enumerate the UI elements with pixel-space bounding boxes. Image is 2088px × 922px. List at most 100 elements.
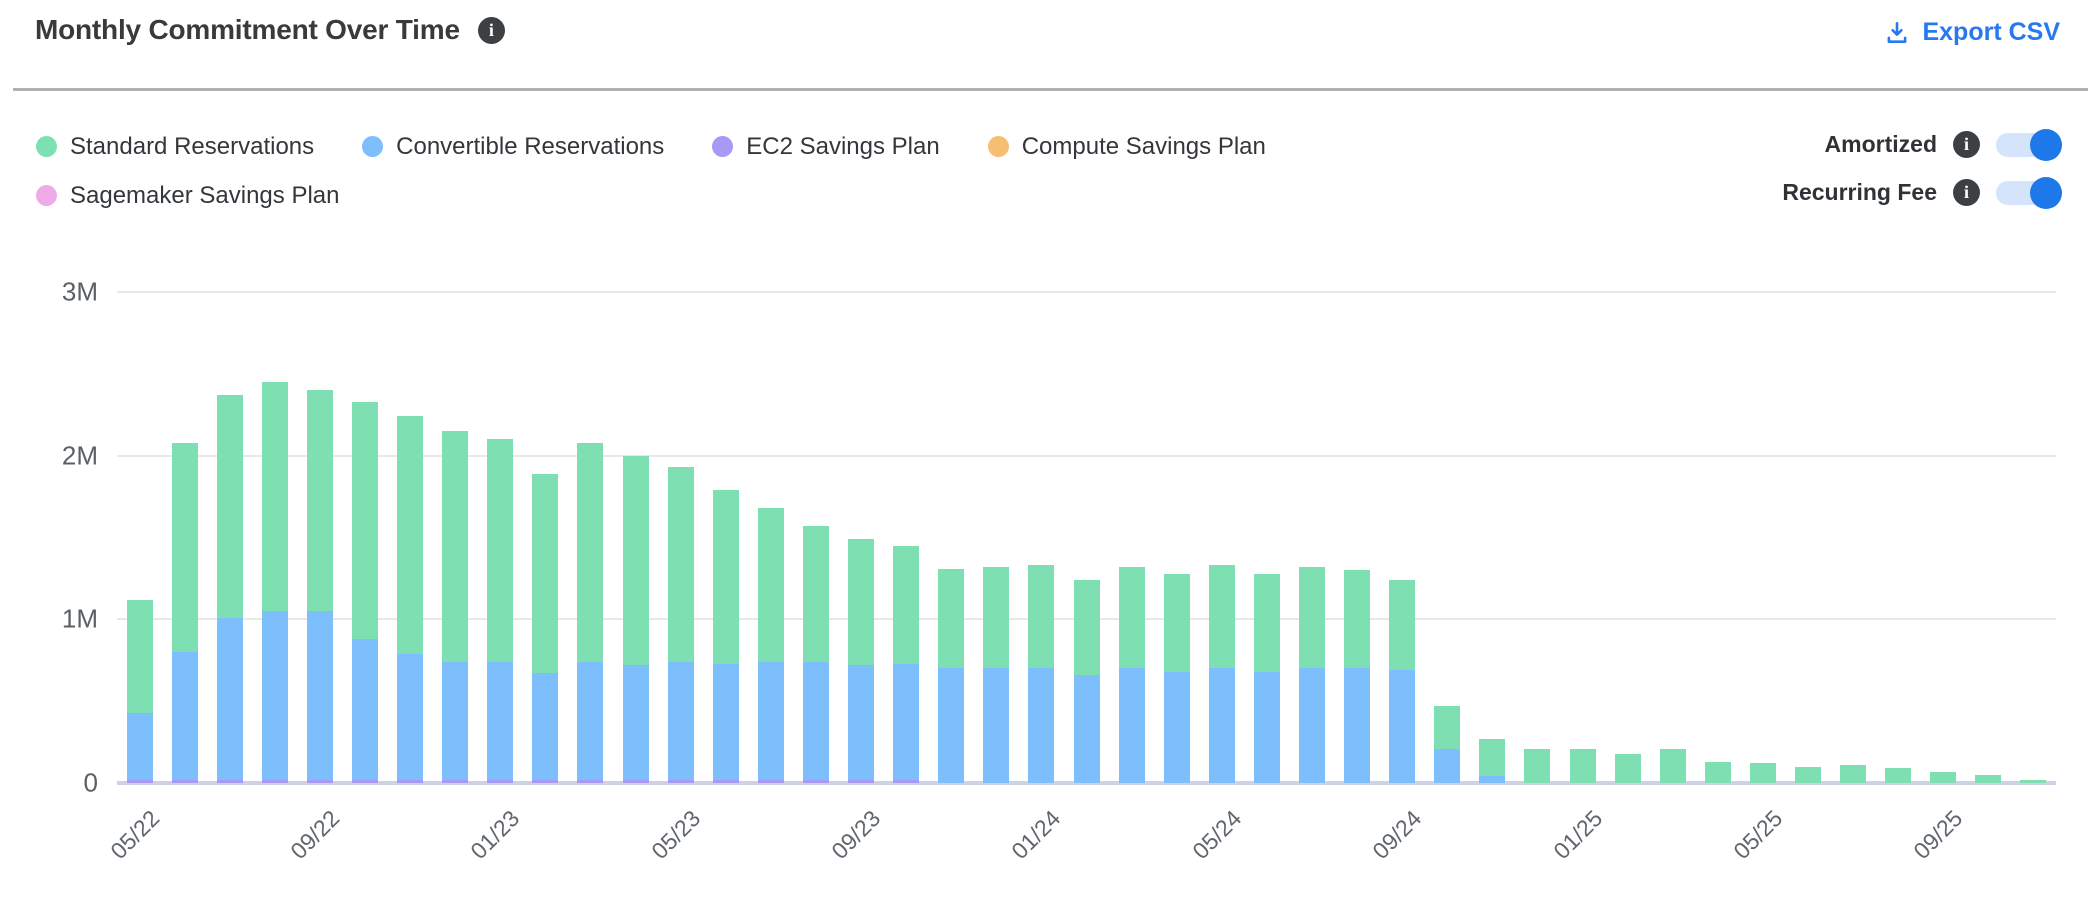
bar-segment-03/23 bbox=[577, 661, 604, 780]
bar-segment-04/23 bbox=[622, 665, 649, 780]
legend-item-compute-savings-plan[interactable]: Compute Savings Plan bbox=[987, 130, 1266, 163]
bar-segment-12/22 bbox=[442, 779, 469, 783]
bar-segment-10/25 bbox=[1975, 774, 2002, 783]
legend-item-standard-reservations[interactable]: Standard Reservations bbox=[36, 130, 314, 163]
bar-segment-08/25 bbox=[1885, 768, 1912, 783]
bar-segment-09/23 bbox=[848, 665, 875, 780]
bar-segment-10/24 bbox=[1434, 748, 1461, 783]
bar-segment-08/24 bbox=[1344, 668, 1371, 783]
title-info-icon[interactable]: i bbox=[477, 16, 505, 44]
bar-segment-03/25 bbox=[1659, 748, 1686, 783]
bar-segment-05/24 bbox=[1208, 668, 1235, 783]
bar-segment-06/22 bbox=[171, 442, 198, 653]
x-axis-tick-label: 09/24 bbox=[1367, 805, 1427, 865]
chart-toggles: Amortized i Recurring Fee i bbox=[1782, 128, 2062, 209]
bar-segment-01/23 bbox=[487, 661, 514, 780]
bar-segment-02/24 bbox=[1073, 674, 1100, 783]
bar-segment-02/23 bbox=[532, 779, 559, 783]
toggle-knob bbox=[2030, 128, 2062, 161]
export-csv-button[interactable]: Export CSV bbox=[1884, 18, 2060, 47]
bar-segment-11/22 bbox=[397, 653, 424, 780]
bar-segment-11/22 bbox=[397, 416, 424, 654]
recurring-fee-toggle[interactable] bbox=[1996, 176, 2062, 209]
bar-segment-07/22 bbox=[216, 395, 243, 618]
x-axis-tick-label: 05/23 bbox=[645, 805, 706, 865]
x-axis-tick-label: 01/24 bbox=[1006, 805, 1066, 865]
bar-segment-01/24 bbox=[1028, 565, 1055, 669]
bar-segment-07/22 bbox=[216, 779, 243, 783]
bar-segment-05/23 bbox=[667, 779, 694, 783]
x-axis-tick-label: 01/25 bbox=[1547, 805, 1607, 865]
export-csv-label: Export CSV bbox=[1922, 18, 2060, 46]
bar-segment-08/22 bbox=[261, 779, 288, 783]
bar-segment-03/24 bbox=[1118, 566, 1145, 669]
bar-segment-12/24 bbox=[1524, 748, 1551, 783]
y-axis-tick-label: 0 bbox=[83, 767, 98, 798]
amortized-info-icon[interactable]: i bbox=[1953, 131, 1980, 158]
bar-segment-05/22 bbox=[126, 599, 153, 713]
bar-segment-11/23 bbox=[938, 668, 965, 783]
bar-segment-12/22 bbox=[442, 431, 469, 662]
bar-segment-07/25 bbox=[1840, 764, 1867, 783]
sagemaker-savings-plan-dot-icon bbox=[36, 185, 57, 206]
bar-segment-12/23 bbox=[983, 668, 1010, 783]
bar-segment-11/24 bbox=[1479, 738, 1506, 777]
amortized-toggle[interactable] bbox=[1996, 128, 2062, 161]
bar-segment-12/22 bbox=[442, 661, 469, 780]
bar-segment-04/23 bbox=[622, 455, 649, 666]
bar-segment-06/24 bbox=[1253, 671, 1280, 783]
bar-segment-06/23 bbox=[712, 663, 739, 780]
bar-segment-04/24 bbox=[1163, 671, 1190, 783]
bar-segment-09/25 bbox=[1930, 771, 1957, 783]
y-axis-tick-label: 2M bbox=[61, 440, 98, 471]
bar-segment-09/24 bbox=[1389, 580, 1416, 671]
bar-segment-09/22 bbox=[306, 611, 333, 780]
bar-segment-08/23 bbox=[802, 661, 829, 780]
amortized-label: Amortized bbox=[1824, 131, 1937, 157]
bar-segment-10/23 bbox=[893, 663, 920, 780]
bar-segment-10/23 bbox=[893, 545, 920, 664]
bar-segment-12/23 bbox=[983, 566, 1010, 669]
chart-legend: Standard Reservations Convertible Reserv… bbox=[36, 130, 1416, 212]
bar-segment-10/24 bbox=[1434, 706, 1461, 749]
legend-item-ec2-savings-plan[interactable]: EC2 Savings Plan bbox=[712, 130, 940, 163]
bar-segment-01/24 bbox=[1028, 668, 1055, 783]
legend-label: Standard Reservations bbox=[70, 132, 315, 160]
bar-segment-05/25 bbox=[1749, 763, 1776, 783]
compute-savings-plan-dot-icon bbox=[987, 136, 1009, 157]
bar-segment-01/23 bbox=[487, 779, 514, 783]
legend-label: Compute Savings Plan bbox=[1021, 132, 1266, 160]
bar-segment-02/25 bbox=[1614, 753, 1641, 783]
bar-segment-01/23 bbox=[487, 439, 514, 662]
legend-item-sagemaker-savings-plan[interactable]: Sagemaker Savings Plan bbox=[36, 179, 339, 212]
bar-segment-11/25 bbox=[2020, 779, 2047, 783]
bar-segment-09/23 bbox=[848, 779, 875, 783]
recurring-fee-toggle-row: Recurring Fee i bbox=[1782, 176, 2062, 209]
bar-segment-10/22 bbox=[352, 401, 378, 639]
bar-segment-02/23 bbox=[532, 673, 559, 780]
bar-segment-09/24 bbox=[1389, 670, 1416, 783]
recurring-fee-info-icon[interactable]: i bbox=[1953, 179, 1980, 206]
bar-segment-09/22 bbox=[306, 779, 333, 783]
bar-segment-08/22 bbox=[261, 611, 288, 780]
bar-segment-11/24 bbox=[1479, 776, 1506, 783]
bar-segment-10/22 bbox=[352, 638, 378, 780]
legend-item-convertible-reservations[interactable]: Convertible Reservations bbox=[362, 130, 664, 163]
bar-segment-05/23 bbox=[667, 661, 694, 780]
bar-segment-03/23 bbox=[577, 442, 604, 662]
x-axis-tick-label: 09/23 bbox=[826, 805, 886, 865]
bar-segment-08/22 bbox=[261, 382, 288, 612]
bar-segment-10/22 bbox=[352, 779, 378, 783]
recurring-fee-label: Recurring Fee bbox=[1782, 179, 1937, 205]
bar-segment-08/23 bbox=[802, 779, 829, 783]
bar-segment-06/22 bbox=[171, 779, 198, 783]
legend-label: Convertible Reservations bbox=[396, 132, 665, 160]
gridline-2M bbox=[117, 454, 2056, 457]
x-axis-tick-label: 01/23 bbox=[465, 805, 525, 865]
bar-segment-06/23 bbox=[712, 779, 739, 783]
header: Monthly Commitment Over Time i bbox=[35, 14, 505, 46]
legend-label: Sagemaker Savings Plan bbox=[70, 181, 340, 209]
x-axis-tick-label: 05/22 bbox=[104, 805, 164, 865]
bar-segment-07/24 bbox=[1298, 668, 1325, 783]
